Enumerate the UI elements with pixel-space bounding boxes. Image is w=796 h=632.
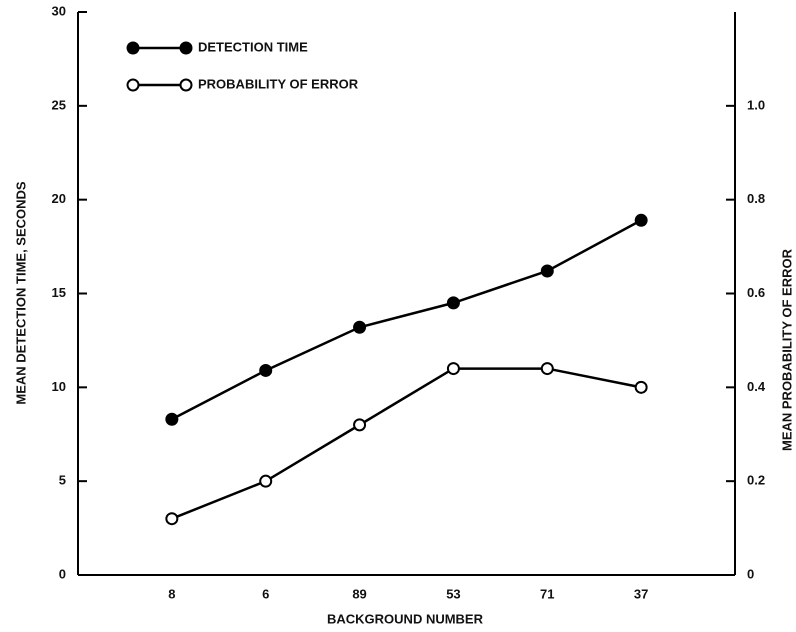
x-tick-label: 37 [634,586,648,601]
y-tick-label: 20 [52,191,66,206]
data-point [446,296,460,310]
data-point [259,363,273,377]
x-tick-label: 71 [540,586,554,601]
legend-marker [126,41,140,55]
y2-tick-label: 0 [747,566,754,581]
data-point [165,512,179,526]
x-tick-label: 8 [168,586,175,601]
legend-label: DETECTION TIME [198,39,308,54]
data-point [259,474,273,488]
x-tick-label: 53 [446,586,460,601]
data-point [540,362,554,376]
y-tick-label: 0 [59,566,66,581]
y-axis-title: MEAN DETECTION TIME, SECONDS [13,181,28,405]
y-tick-label: 5 [59,473,66,488]
series-line [171,367,642,520]
legend-label: PROBABILITY OF ERROR [198,76,359,91]
series-line [171,219,642,421]
y-tick-label: 15 [52,285,66,300]
legend-marker [179,41,193,55]
y2-tick-label: 0.8 [747,191,765,206]
y2-tick-label: 0.6 [747,285,765,300]
y2-tick-label: 1.0 [747,97,765,112]
data-point [540,264,554,278]
data-point [165,412,179,426]
legend-marker [126,78,140,92]
y2-tick-label: 0.4 [747,379,766,394]
legend-marker [179,78,193,92]
x-axis-title: BACKGROUND NUMBER [327,611,484,626]
data-point [634,380,648,394]
y-tick-label: 25 [52,97,66,112]
y-tick-label: 10 [52,379,66,394]
y2-axis-title: MEAN PROBABILITY OF ERROR [779,248,794,451]
x-tick-label: 89 [352,586,366,601]
data-point [446,362,460,376]
data-point [634,213,648,227]
data-point [353,418,367,432]
y2-tick-label: 0.2 [747,473,765,488]
y-tick-label: 30 [52,3,66,18]
x-tick-label: 6 [262,586,269,601]
data-point [353,320,367,334]
